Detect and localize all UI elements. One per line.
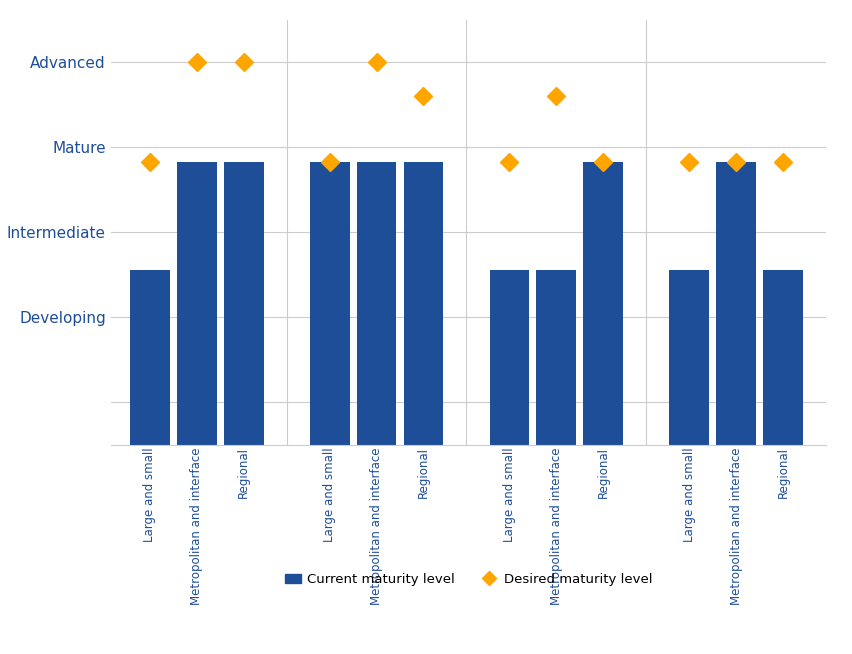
Bar	[670, 271, 709, 445]
Bar	[357, 162, 396, 445]
Bar	[224, 162, 263, 445]
Bar	[310, 162, 349, 445]
Legend: Current maturity level, Desired maturity level: Current maturity level, Desired maturity…	[279, 568, 658, 591]
Bar	[537, 271, 576, 445]
Bar	[717, 162, 756, 445]
Bar	[763, 271, 803, 445]
Bar	[177, 162, 216, 445]
Bar	[584, 162, 623, 445]
Bar	[404, 162, 443, 445]
Bar	[490, 271, 529, 445]
Bar	[130, 271, 170, 445]
